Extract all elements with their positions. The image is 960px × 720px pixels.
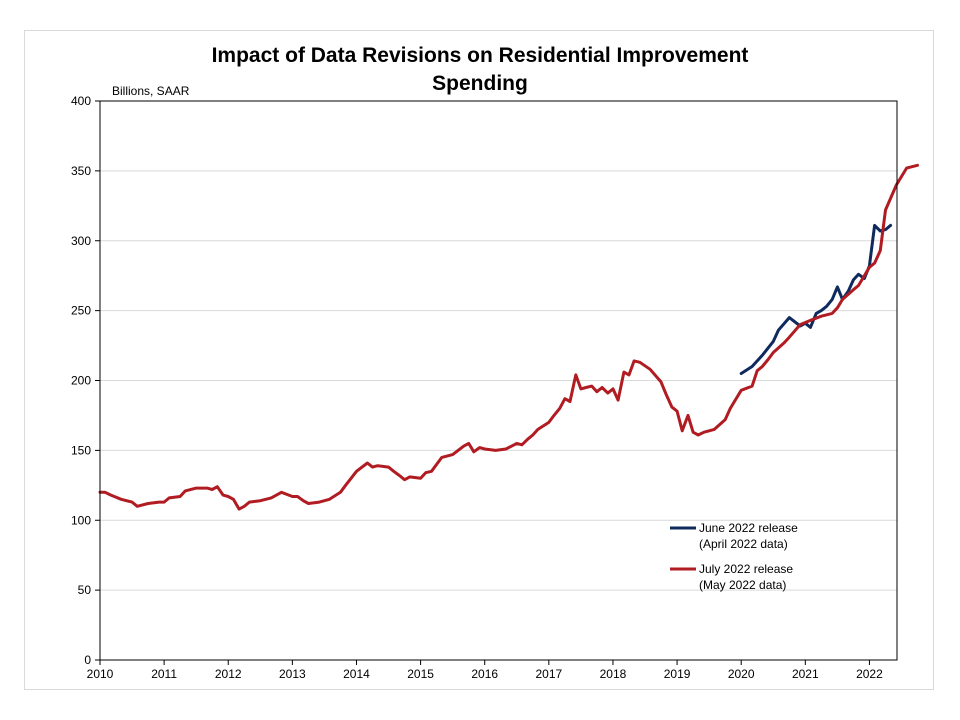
x-tick-label: 2013 xyxy=(279,667,306,681)
x-tick-label: 2010 xyxy=(87,667,114,681)
x-tick-label: 2022 xyxy=(856,667,883,681)
legend-label-june-line2: (April 2022 data) xyxy=(699,537,788,551)
plot-area-border xyxy=(99,100,898,661)
y-tick-label: 0 xyxy=(84,653,91,667)
x-tick-label: 2017 xyxy=(535,667,562,681)
x-tick-label: 2011 xyxy=(151,667,177,681)
chart-title-line2: Spending xyxy=(432,72,528,95)
x-tick-label: 2016 xyxy=(471,667,498,681)
chart-frame xyxy=(24,30,934,690)
y-tick-label: 350 xyxy=(71,164,91,178)
y-tick-label: 50 xyxy=(78,583,92,597)
legend: June 2022 release (April 2022 data) July… xyxy=(670,521,798,592)
x-tick-label: 2019 xyxy=(664,667,691,681)
legend-label-june-line1: June 2022 release xyxy=(699,521,798,535)
legend-label-july-line2: (May 2022 data) xyxy=(699,578,786,592)
y-tick-label: 400 xyxy=(71,94,91,108)
legend-label-july-line1: July 2022 release xyxy=(699,562,793,576)
y-axis-ticks: 0 50 100 150 200 250 300 350 400 xyxy=(71,94,100,667)
gridlines xyxy=(100,170,897,591)
y-tick-label: 100 xyxy=(71,513,91,527)
y-tick-label: 300 xyxy=(71,234,91,248)
x-tick-label: 2020 xyxy=(728,667,755,681)
y-tick-label: 150 xyxy=(71,443,91,457)
x-tick-label: 2015 xyxy=(407,667,434,681)
x-tick-label: 2012 xyxy=(215,667,242,681)
y-tick-label: 200 xyxy=(71,374,91,388)
x-tick-label: 2014 xyxy=(343,667,370,681)
x-tick-label: 2018 xyxy=(600,667,627,681)
chart-title-line1: Impact of Data Revisions on Residential … xyxy=(212,44,749,67)
series-group xyxy=(98,163,919,511)
x-axis-ticks: 2010 2011 2012 2013 2014 2015 2016 2017 2018 2019… xyxy=(87,660,883,681)
x-tick-label: 2021 xyxy=(792,667,819,681)
series-line-june-2022-release xyxy=(739,223,893,375)
unit-label: Billions, SAAR xyxy=(112,84,190,98)
y-tick-label: 250 xyxy=(71,304,91,318)
series-line-july-2022-release xyxy=(98,163,919,511)
